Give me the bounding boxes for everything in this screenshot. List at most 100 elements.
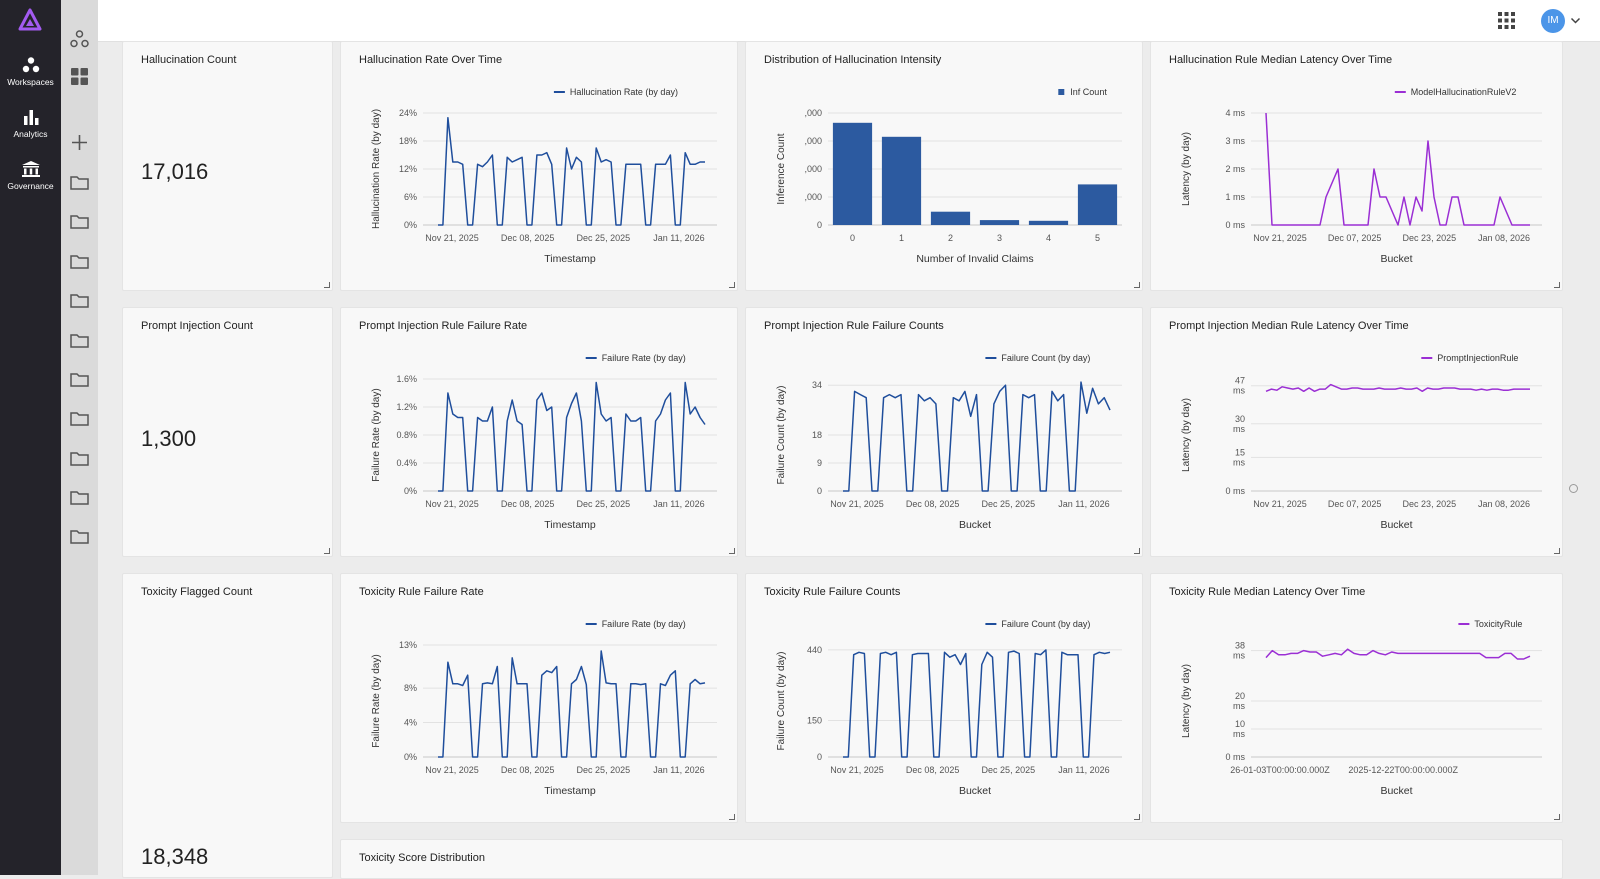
y-axis-label: Latency (by day) (1181, 398, 1192, 472)
y-tick-label: 9 (817, 458, 822, 468)
prompt-injection-count-panel: Prompt Injection Count 1,300 (122, 307, 333, 557)
y-tick-label: 2 ms (1225, 164, 1245, 174)
y-tick-label: 0 (817, 220, 822, 230)
prompt-injection-counts-panel: Prompt Injection Rule Failure Counts 0 9 1… (745, 307, 1143, 557)
series-line (1265, 648, 1531, 660)
dashboard-grid-icon[interactable] (69, 66, 90, 87)
x-tick-label: 1 (899, 233, 904, 243)
folder-icon[interactable] (69, 172, 90, 193)
y-tick-label: 0 ms (1225, 752, 1245, 762)
bar (930, 211, 971, 225)
y-tick-label: ,000 (804, 164, 822, 174)
left-nav-rail: Workspaces Analytics Governance (0, 0, 61, 875)
x-tick-label: Dec 23, 2025 (1403, 499, 1457, 509)
y-tick-label: 13% (399, 640, 417, 650)
panel-title: Toxicity Rule Median Latency Over Time (1169, 586, 1366, 598)
hallucination-count-panel: Hallucination Count 17,016 (122, 41, 333, 291)
workspaces-outline-icon[interactable] (69, 29, 90, 50)
resize-handle[interactable] (729, 814, 735, 820)
x-tick-label: 3 (997, 233, 1002, 243)
secondary-nav (61, 0, 98, 875)
app-logo-icon[interactable] (18, 8, 42, 34)
toxicity-latency-panel: Toxicity Rule Median Latency Over Time 0… (1150, 573, 1563, 823)
y-tick-label: ms (1233, 701, 1245, 711)
folder-icon[interactable] (69, 211, 90, 232)
resize-handle[interactable] (1134, 814, 1140, 820)
y-tick-label: ,000 (804, 136, 822, 146)
toxicity-counts-chart: 0 150 440 Bucket Failure Count (by day) Failu… (776, 619, 1122, 797)
chevron-down-icon[interactable] (1570, 15, 1581, 26)
hallucination-distribution-chart: 0 ,000 ,000 ,000 ,000 Number of Invalid Claim… (776, 87, 1122, 265)
y-tick-label: 1.6% (396, 374, 417, 384)
y-tick-label: 47 (1235, 376, 1245, 386)
x-tick-label: Nov 21, 2025 (425, 499, 479, 509)
x-tick-label: 5 (1095, 233, 1100, 243)
x-tick-label: 2025-12-22T00:00:00.000Z (1348, 765, 1458, 775)
nav-item-label: Workspaces (7, 77, 54, 87)
hallucination-count-value: 17,016 (141, 159, 209, 184)
hallucination-rate-chart: 0% 6% 12% 18% 24% Timestamp Hallucination Rate… (371, 87, 717, 265)
y-tick-label: 3 ms (1225, 136, 1245, 146)
y-axis-label: Failure Rate (by day) (371, 654, 382, 747)
resize-handle[interactable] (1554, 282, 1560, 288)
bar (832, 122, 873, 225)
nav-item-analytics[interactable]: Analytics (0, 108, 61, 139)
x-tick-label: Nov 21, 2025 (425, 233, 479, 243)
series-line (438, 381, 706, 492)
x-tick-label: Dec 08, 2025 (906, 499, 960, 509)
resize-handle[interactable] (1554, 814, 1560, 820)
prompt-injection-rate-panel: Prompt Injection Rule Failure Rate 0% 0.4… (340, 307, 738, 557)
folder-icon[interactable] (69, 526, 90, 547)
nav-item-governance[interactable]: Governance (0, 160, 61, 191)
folder-icon[interactable] (69, 369, 90, 390)
folder-icon[interactable] (69, 487, 90, 508)
y-tick-label: 20 (1235, 691, 1245, 701)
resize-handle[interactable] (1134, 282, 1140, 288)
folder-icon[interactable] (69, 330, 90, 351)
folder-icon[interactable] (69, 408, 90, 429)
y-tick-label: 0% (404, 220, 417, 230)
series-line (1265, 383, 1530, 393)
x-tick-label: Nov 21, 2025 (830, 765, 884, 775)
resize-handle[interactable] (1554, 548, 1560, 554)
nav-item-label: Governance (7, 181, 54, 191)
series-line (1265, 112, 1530, 226)
x-tick-label: Dec 08, 2025 (501, 765, 555, 775)
legend-label: PromptInjectionRule (1437, 353, 1518, 363)
x-tick-label: Dec 25, 2025 (577, 233, 631, 243)
toxicity-counts-panel: Toxicity Rule Failure Counts 0 150 440 Buck… (745, 573, 1143, 823)
resize-handle[interactable] (729, 548, 735, 554)
top-bar: IM (98, 0, 1600, 42)
nav-item-workspaces[interactable]: Workspaces (0, 56, 61, 87)
legend-label: ToxicityRule (1474, 619, 1522, 629)
x-tick-label: Dec 25, 2025 (577, 765, 631, 775)
resize-handle[interactable] (1134, 548, 1140, 554)
y-tick-label: 10 (1235, 719, 1245, 729)
settings-dot-icon[interactable] (1569, 484, 1578, 493)
toxicity-score-distribution-panel: Toxicity Score Distribution (340, 839, 1563, 879)
folder-icon[interactable] (69, 290, 90, 311)
legend-label: ModelHallucinationRuleV2 (1411, 87, 1517, 97)
user-avatar[interactable]: IM (1541, 9, 1565, 33)
workspaces-icon (22, 57, 39, 73)
x-axis-label: Bucket (959, 519, 991, 531)
bar (979, 220, 1020, 225)
panel-title: Toxicity Flagged Count (141, 586, 253, 598)
y-tick-label: 34 (812, 380, 822, 390)
folder-icon[interactable] (69, 448, 90, 469)
folder-icon[interactable] (69, 251, 90, 272)
y-tick-label: 4% (404, 718, 417, 728)
y-tick-label: 15 (1235, 447, 1245, 457)
apps-grid-icon[interactable] (1498, 12, 1515, 29)
y-tick-label: 0 ms (1225, 486, 1245, 496)
bar (1077, 184, 1118, 225)
resize-handle[interactable] (324, 548, 330, 554)
resize-handle[interactable] (324, 282, 330, 288)
y-tick-label: ms (1233, 386, 1245, 396)
analytics-icon (23, 110, 38, 125)
resize-handle[interactable] (729, 282, 735, 288)
add-icon[interactable] (69, 132, 90, 153)
toxicity-rate-chart: 0% 4% 8% 13% Timestamp Failure Rate (by day) F… (371, 619, 717, 797)
nav-item-label: Analytics (13, 129, 48, 139)
